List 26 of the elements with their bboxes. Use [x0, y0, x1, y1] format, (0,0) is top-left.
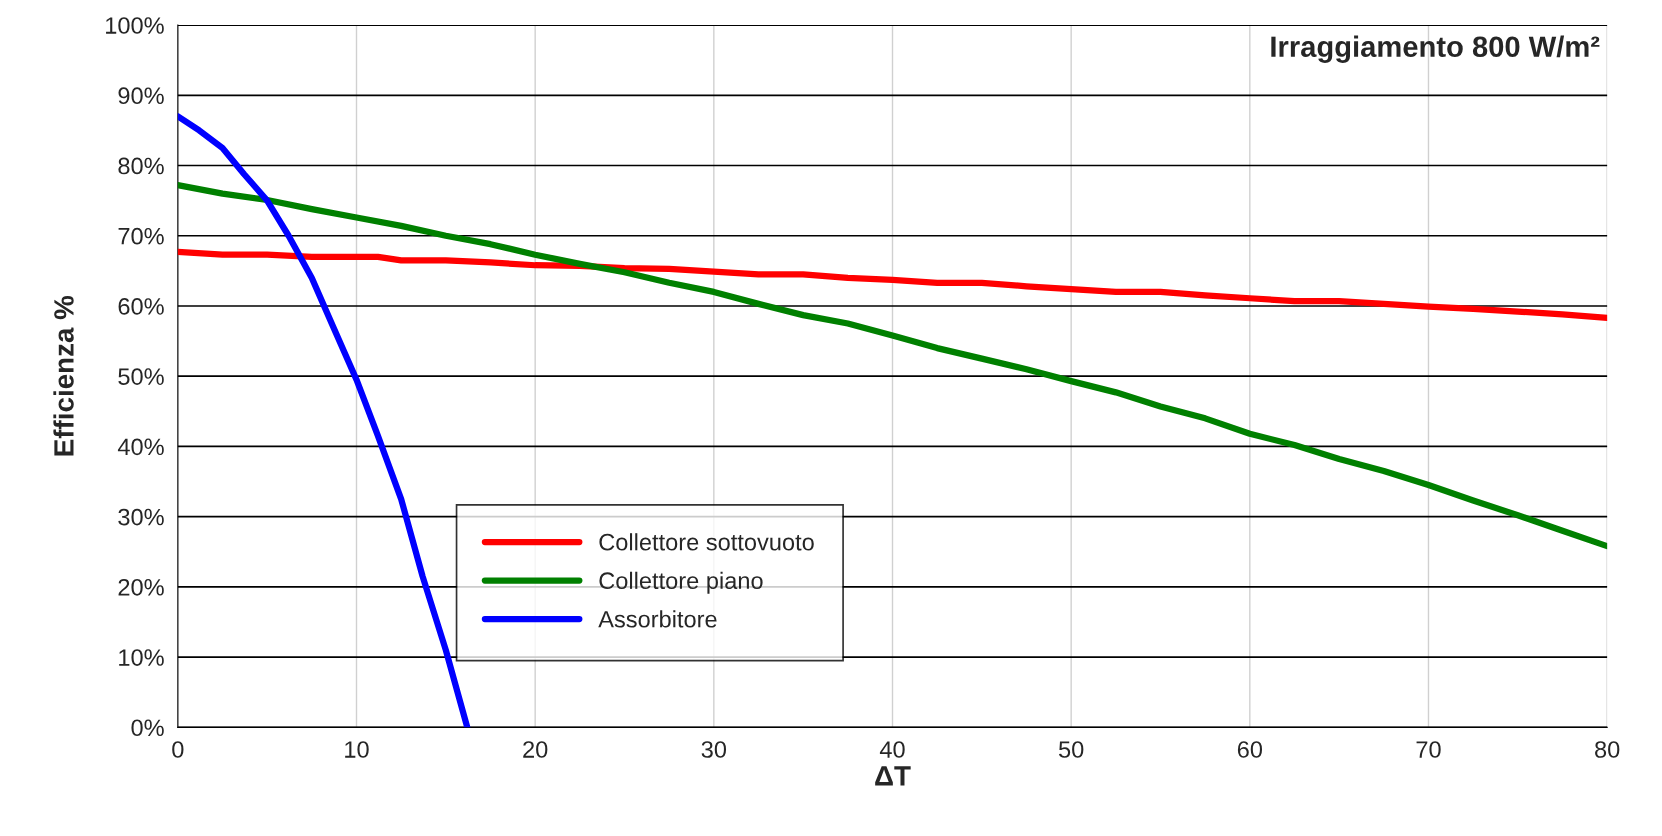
y-tick-label: 90%: [118, 87, 164, 105]
legend-label: Collettore piano: [599, 571, 763, 594]
y-tick-label: 50%: [118, 368, 164, 385]
y-tick-label: 100%: [106, 17, 164, 34]
y-axis-title: Efficienza %: [53, 295, 74, 456]
x-tick-label: 0: [172, 741, 184, 758]
legend-label: Collettore sottovuoto: [599, 533, 814, 551]
y-tick-label: 10%: [119, 649, 164, 666]
y-tick-label: 80%: [118, 157, 164, 175]
y-tick-label: 30%: [118, 508, 164, 526]
annotation: Irraggiamento 800 W/m²: [1271, 35, 1600, 63]
legend-label: Assorbitore: [598, 610, 717, 628]
x-tick-label: 60: [1237, 741, 1263, 758]
x-tick-label: 10: [345, 741, 369, 758]
x-tick-label: 20: [523, 741, 548, 758]
x-tick-label: 50: [1058, 741, 1084, 758]
y-tick-label: 0%: [131, 719, 164, 737]
x-tick-label: 70: [1416, 741, 1441, 758]
y-tick-label: 70%: [118, 227, 164, 245]
x-tick-label: 40: [879, 741, 905, 758]
x-axis-title: ΔT: [875, 766, 911, 786]
y-tick-label: 60%: [118, 298, 164, 315]
y-tick-label: 40%: [117, 438, 164, 456]
y-tick-label: 20%: [118, 578, 164, 596]
x-tick-label: 30: [701, 741, 727, 758]
x-tick-label: 80: [1595, 741, 1620, 758]
